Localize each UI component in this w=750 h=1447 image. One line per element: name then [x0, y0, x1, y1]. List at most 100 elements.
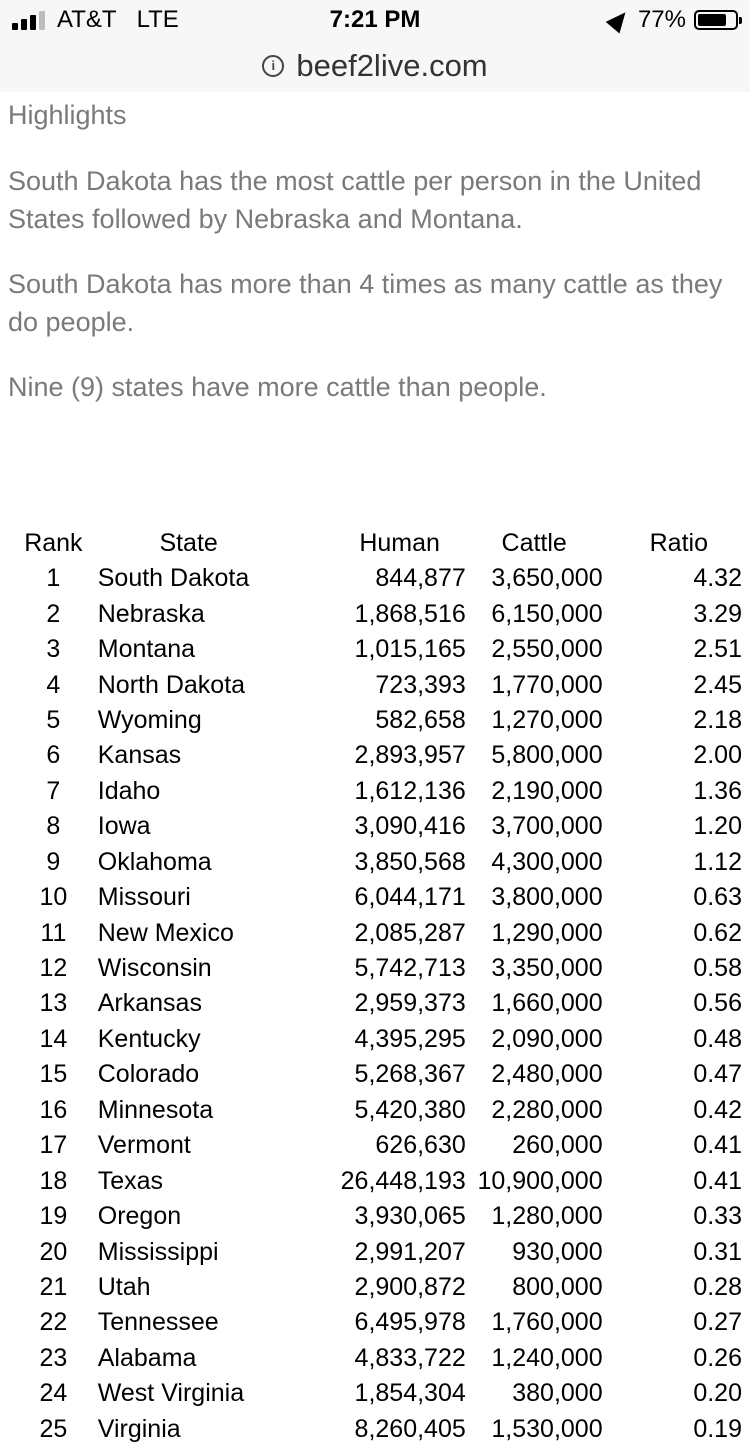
paragraph-2: South Dakota has more than 4 times as ma… — [8, 269, 723, 337]
cell-state: Oklahoma — [97, 847, 212, 876]
table-row: 17 Vermont 626,630 260,000 0.41 — [23, 1128, 742, 1163]
cell-cattle: 2,550,000 — [491, 635, 603, 664]
cell-rank: 10 — [39, 883, 68, 912]
table-row: 21 Utah 2,900,872 800,000 0.28 — [23, 1270, 742, 1305]
table-row: 12 Wisconsin 5,742,713 3,350,000 0.58 — [23, 951, 742, 986]
cell-rank: 17 — [39, 1131, 68, 1160]
cell-cattle: 3,800,000 — [491, 883, 603, 912]
cell-human: 6,495,978 — [354, 1308, 466, 1337]
cell-cattle: 930,000 — [512, 1237, 603, 1266]
cell-ratio: 0.31 — [693, 1237, 742, 1266]
battery-fill — [698, 14, 726, 26]
cell-ratio: 0.33 — [693, 1202, 742, 1231]
cell-state: Montana — [97, 635, 196, 664]
location-arrow-icon — [605, 6, 633, 34]
cell-rank: 15 — [39, 1060, 68, 1089]
cell-ratio: 2.45 — [693, 670, 742, 699]
cell-rank: 8 — [46, 812, 61, 841]
cell-cattle: 4,300,000 — [491, 847, 603, 876]
cell-cattle: 800,000 — [512, 1272, 603, 1301]
table-row: 10 Missouri 6,044,171 3,800,000 0.63 — [23, 880, 742, 915]
cell-state: Nebraska — [97, 599, 205, 628]
cell-ratio: 1.36 — [693, 776, 742, 805]
cell-ratio: 3.29 — [693, 599, 742, 628]
cell-human: 626,630 — [375, 1131, 466, 1160]
cell-cattle: 1,290,000 — [491, 918, 603, 947]
table-row: 8 Iowa 3,090,416 3,700,000 1.20 — [23, 809, 742, 844]
cell-human: 2,893,957 — [354, 741, 466, 770]
cell-human: 2,900,872 — [354, 1272, 466, 1301]
cell-ratio: 0.20 — [693, 1379, 742, 1408]
cell-state: North Dakota — [97, 670, 246, 699]
highlights-heading: Highlights — [8, 100, 127, 130]
cell-ratio: 0.41 — [693, 1166, 742, 1195]
cell-rank: 2 — [46, 599, 61, 628]
cell-rank: 21 — [39, 1272, 68, 1301]
cell-ratio: 1.20 — [693, 812, 742, 841]
cell-human: 8,260,405 — [354, 1414, 466, 1443]
cell-rank: 22 — [39, 1308, 68, 1337]
cell-state: Texas — [97, 1166, 164, 1195]
cell-ratio: 2.00 — [693, 741, 742, 770]
url-bar[interactable]: i beef2live.com — [0, 40, 750, 92]
cell-cattle: 3,350,000 — [491, 954, 603, 983]
table-row: 13 Arkansas 2,959,373 1,660,000 0.56 — [23, 986, 742, 1021]
cell-cattle: 260,000 — [512, 1131, 603, 1160]
cell-rank: 3 — [46, 635, 61, 664]
cell-rank: 20 — [39, 1237, 68, 1266]
cell-human: 6,044,171 — [354, 883, 466, 912]
cell-state: Arkansas — [97, 989, 202, 1018]
cell-ratio: 0.42 — [693, 1095, 742, 1124]
table-body: 1 South Dakota 844,877 3,650,000 4.32 2 Nebras… — [23, 561, 742, 1447]
cell-state: Virginia — [97, 1414, 181, 1443]
cell-rank: 24 — [39, 1379, 68, 1408]
cell-human: 5,742,713 — [354, 954, 466, 983]
cell-state: Iowa — [97, 812, 151, 841]
url-domain[interactable]: beef2live.com — [296, 48, 488, 83]
battery-icon — [694, 10, 742, 30]
cell-rank: 23 — [39, 1343, 68, 1372]
cell-cattle: 2,190,000 — [491, 776, 603, 805]
table-row: 7 Idaho 1,612,136 2,190,000 1.36 — [23, 774, 742, 809]
cell-state: Tennessee — [97, 1308, 219, 1337]
cell-ratio: 4.32 — [693, 564, 742, 593]
cell-human: 26,448,193 — [340, 1166, 466, 1195]
cell-state: New Mexico — [97, 918, 234, 947]
cell-state: Idaho — [97, 776, 161, 805]
table-row: 2 Nebraska 1,868,516 6,150,000 3.29 — [23, 596, 742, 631]
cell-cattle: 1,270,000 — [491, 705, 603, 734]
cell-state: Vermont — [97, 1131, 191, 1160]
cell-human: 1,612,136 — [354, 776, 466, 805]
table-row: 14 Kentucky 4,395,295 2,090,000 0.48 — [23, 1022, 742, 1057]
table-row: 24 West Virginia 1,854,304 380,000 0.20 — [23, 1376, 742, 1411]
cell-rank: 1 — [46, 564, 61, 593]
cell-cattle: 1,660,000 — [491, 989, 603, 1018]
table-row: 18 Texas 26,448,193 10,900,000 0.41 — [23, 1163, 742, 1198]
cell-human: 3,850,568 — [354, 847, 466, 876]
carrier-label: AT&T — [57, 6, 117, 33]
cell-rank: 19 — [39, 1202, 68, 1231]
cell-ratio: 0.63 — [693, 883, 742, 912]
header-cattle: Cattle — [501, 528, 567, 557]
cell-human: 4,395,295 — [354, 1024, 466, 1053]
cell-human: 2,991,207 — [354, 1237, 466, 1266]
cell-ratio: 0.26 — [693, 1343, 742, 1372]
cell-state: Kansas — [97, 741, 182, 770]
signal-bars-icon — [12, 10, 45, 30]
table-row: 20 Mississippi 2,991,207 930,000 0.31 — [23, 1234, 742, 1269]
cell-state: Wyoming — [97, 705, 202, 734]
cell-cattle: 2,090,000 — [491, 1024, 603, 1053]
cell-rank: 16 — [39, 1095, 68, 1124]
cell-ratio: 0.62 — [693, 918, 742, 947]
cell-rank: 12 — [39, 954, 68, 983]
cell-state: Wisconsin — [97, 954, 212, 983]
table-row: 5 Wyoming 582,658 1,270,000 2.18 — [23, 703, 742, 738]
cell-cattle: 1,280,000 — [491, 1202, 603, 1231]
cell-human: 2,959,373 — [354, 989, 466, 1018]
cell-state: West Virginia — [97, 1379, 245, 1408]
info-icon[interactable]: i — [262, 55, 285, 77]
cell-state: South Dakota — [97, 564, 250, 593]
cell-rank: 13 — [39, 989, 68, 1018]
status-right: 77% — [605, 6, 742, 34]
cell-cattle: 6,150,000 — [491, 599, 603, 628]
